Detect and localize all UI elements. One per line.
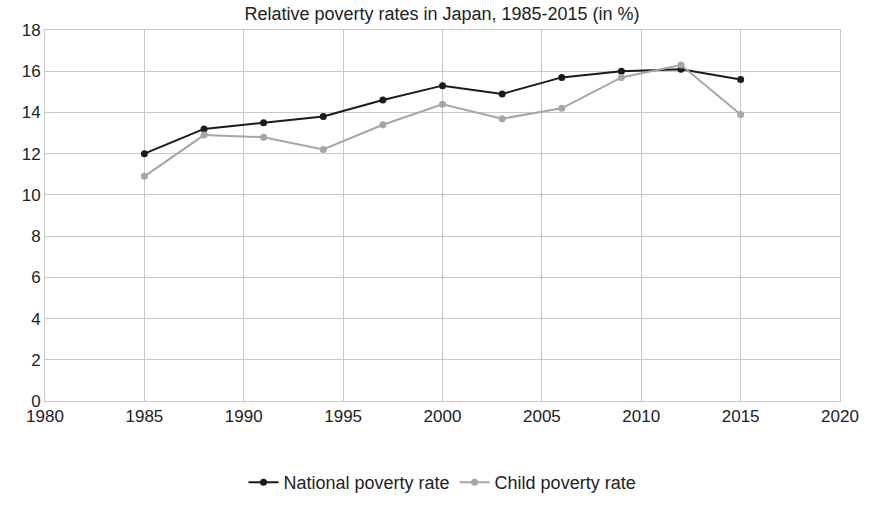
svg-text:1995: 1995 — [324, 407, 362, 426]
svg-text:1990: 1990 — [225, 407, 263, 426]
svg-text:Relative poverty rates in Japa: Relative poverty rates in Japan, 1985-20… — [244, 4, 639, 24]
svg-text:2: 2 — [31, 351, 40, 370]
svg-text:12: 12 — [22, 145, 41, 164]
svg-text:0: 0 — [31, 392, 40, 411]
svg-text:Child poverty rate: Child poverty rate — [495, 473, 636, 493]
svg-text:National poverty rate: National poverty rate — [284, 473, 450, 493]
svg-text:4: 4 — [31, 310, 40, 329]
svg-text:16: 16 — [22, 62, 41, 81]
svg-text:10: 10 — [22, 186, 41, 205]
svg-text:2000: 2000 — [424, 407, 462, 426]
svg-text:18: 18 — [22, 21, 41, 40]
svg-text:2015: 2015 — [722, 407, 760, 426]
svg-text:2010: 2010 — [622, 407, 660, 426]
svg-text:2020: 2020 — [821, 407, 859, 426]
svg-text:1985: 1985 — [125, 407, 163, 426]
svg-text:2005: 2005 — [523, 407, 561, 426]
svg-text:6: 6 — [31, 268, 40, 287]
svg-text:8: 8 — [31, 227, 40, 246]
svg-text:14: 14 — [22, 103, 41, 122]
svg-text:1980: 1980 — [26, 407, 64, 426]
